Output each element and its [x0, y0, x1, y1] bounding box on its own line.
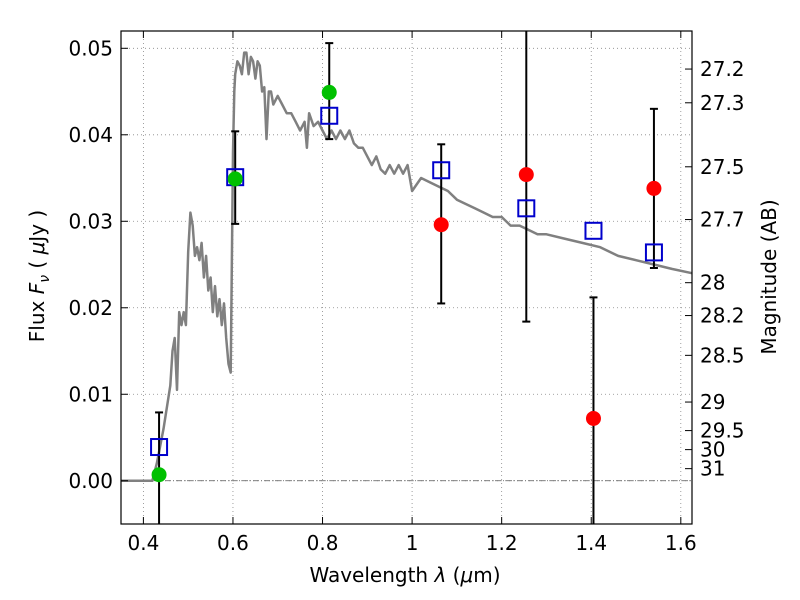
y-tick-label: 0.00 — [68, 469, 113, 493]
right-tick-label: 28.2 — [700, 304, 745, 328]
detection-point — [321, 84, 337, 100]
x-axis-label: Wavelength λ (μm) — [309, 563, 500, 587]
x-tick-label: 1.6 — [665, 531, 697, 555]
detection-point — [151, 467, 167, 483]
right-tick-label: 28 — [700, 271, 725, 295]
y-tick-label: 0.01 — [68, 382, 113, 406]
y-tick-label: 0.05 — [68, 36, 113, 60]
right-tick-label: 27.7 — [700, 208, 745, 232]
right-tick-label: 27.2 — [700, 57, 745, 81]
x-tick-label: 0.8 — [307, 531, 339, 555]
model-photometry-square — [644, 243, 663, 262]
y-tick-label: 0.02 — [68, 296, 113, 320]
axis-ticks: 0.4 0.6 0.8 1 1.2 1.4 1.6 0.00 0.01 0.02 0.03 0.04 0… — [68, 31, 745, 555]
x-tick-label: 1.4 — [575, 531, 607, 555]
low-significance-point — [646, 180, 662, 196]
low-significance-point — [433, 217, 449, 233]
right-tick-label: 31 — [700, 457, 725, 481]
model-photometry-square — [432, 161, 451, 180]
model-photometry-square — [584, 221, 603, 240]
right-tick-label: 28.5 — [700, 343, 745, 367]
plot-frame — [120, 30, 693, 525]
y-tick-label: 0.03 — [68, 209, 113, 233]
detection-point — [227, 171, 243, 187]
x-tick-label: 1.2 — [486, 531, 518, 555]
model-sed-curve — [121, 51, 693, 483]
low-significance-point — [518, 167, 534, 183]
x-tick-label: 0.4 — [127, 531, 159, 555]
low-significance-point — [585, 410, 601, 426]
right-tick-label: 30 — [700, 438, 725, 462]
data-points — [150, 84, 663, 483]
right-tick-label: 27.3 — [700, 91, 745, 115]
y-tick-label: 0.04 — [68, 123, 113, 147]
model-photometry-square — [150, 438, 169, 457]
model-photometry-square — [517, 199, 536, 218]
y-axis-label: Flux Fν ( μJy ) — [25, 210, 53, 342]
x-tick-label: 1 — [406, 531, 419, 555]
right-tick-label: 29 — [700, 390, 725, 414]
model-sed-curve-layer — [121, 51, 693, 483]
right-tick-label: 29.5 — [700, 419, 745, 443]
x-tick-label: 0.6 — [217, 531, 249, 555]
model-photometry-square — [320, 106, 339, 125]
right-tick-label: 27.5 — [700, 155, 745, 179]
y2-axis-label: Magnitude (AB) — [757, 199, 781, 354]
